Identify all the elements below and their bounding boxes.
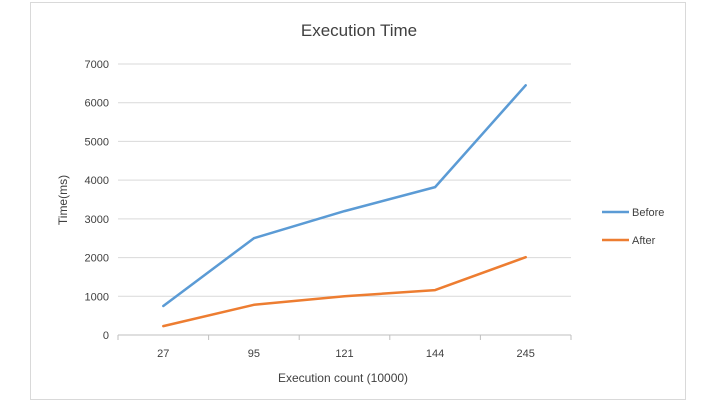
series-line-after	[162, 255, 527, 328]
y-tick-label: 7000	[85, 59, 109, 71]
x-axis-title: Execution count (10000)	[278, 371, 408, 385]
series-lines	[162, 84, 527, 328]
y-tick-label: 2000	[85, 253, 109, 265]
chart-frame: Execution Time 0 1000 2000 3000 4000 5000 6000…	[30, 2, 686, 400]
gridlines	[118, 63, 571, 297]
y-tick-label: 3000	[85, 214, 109, 226]
series-line-before	[162, 84, 527, 308]
line-chart: Execution Time 0 1000 2000 3000 4000 5000 6000…	[56, 21, 664, 385]
y-axis-title: Time(ms)	[56, 175, 70, 225]
x-tick-label: 121	[335, 348, 353, 360]
x-tick-label: 245	[517, 348, 535, 360]
axes: 0 1000 2000 3000 4000 5000 6000 7000 27 95 121 144 2…	[85, 59, 572, 360]
y-tick-label: 6000	[85, 98, 109, 110]
chart-title: Execution Time	[301, 21, 417, 40]
y-tick-label: 4000	[85, 175, 109, 187]
x-tick-label: 95	[248, 348, 260, 360]
legend: Before After	[602, 207, 664, 247]
x-tick-label: 27	[157, 348, 169, 360]
y-tick-label: 0	[103, 330, 109, 342]
legend-label-after: After	[632, 235, 656, 247]
x-tick-label: 144	[426, 348, 444, 360]
y-tick-label: 5000	[85, 136, 109, 148]
y-tick-label: 1000	[85, 291, 109, 303]
legend-label-before: Before	[632, 207, 664, 219]
